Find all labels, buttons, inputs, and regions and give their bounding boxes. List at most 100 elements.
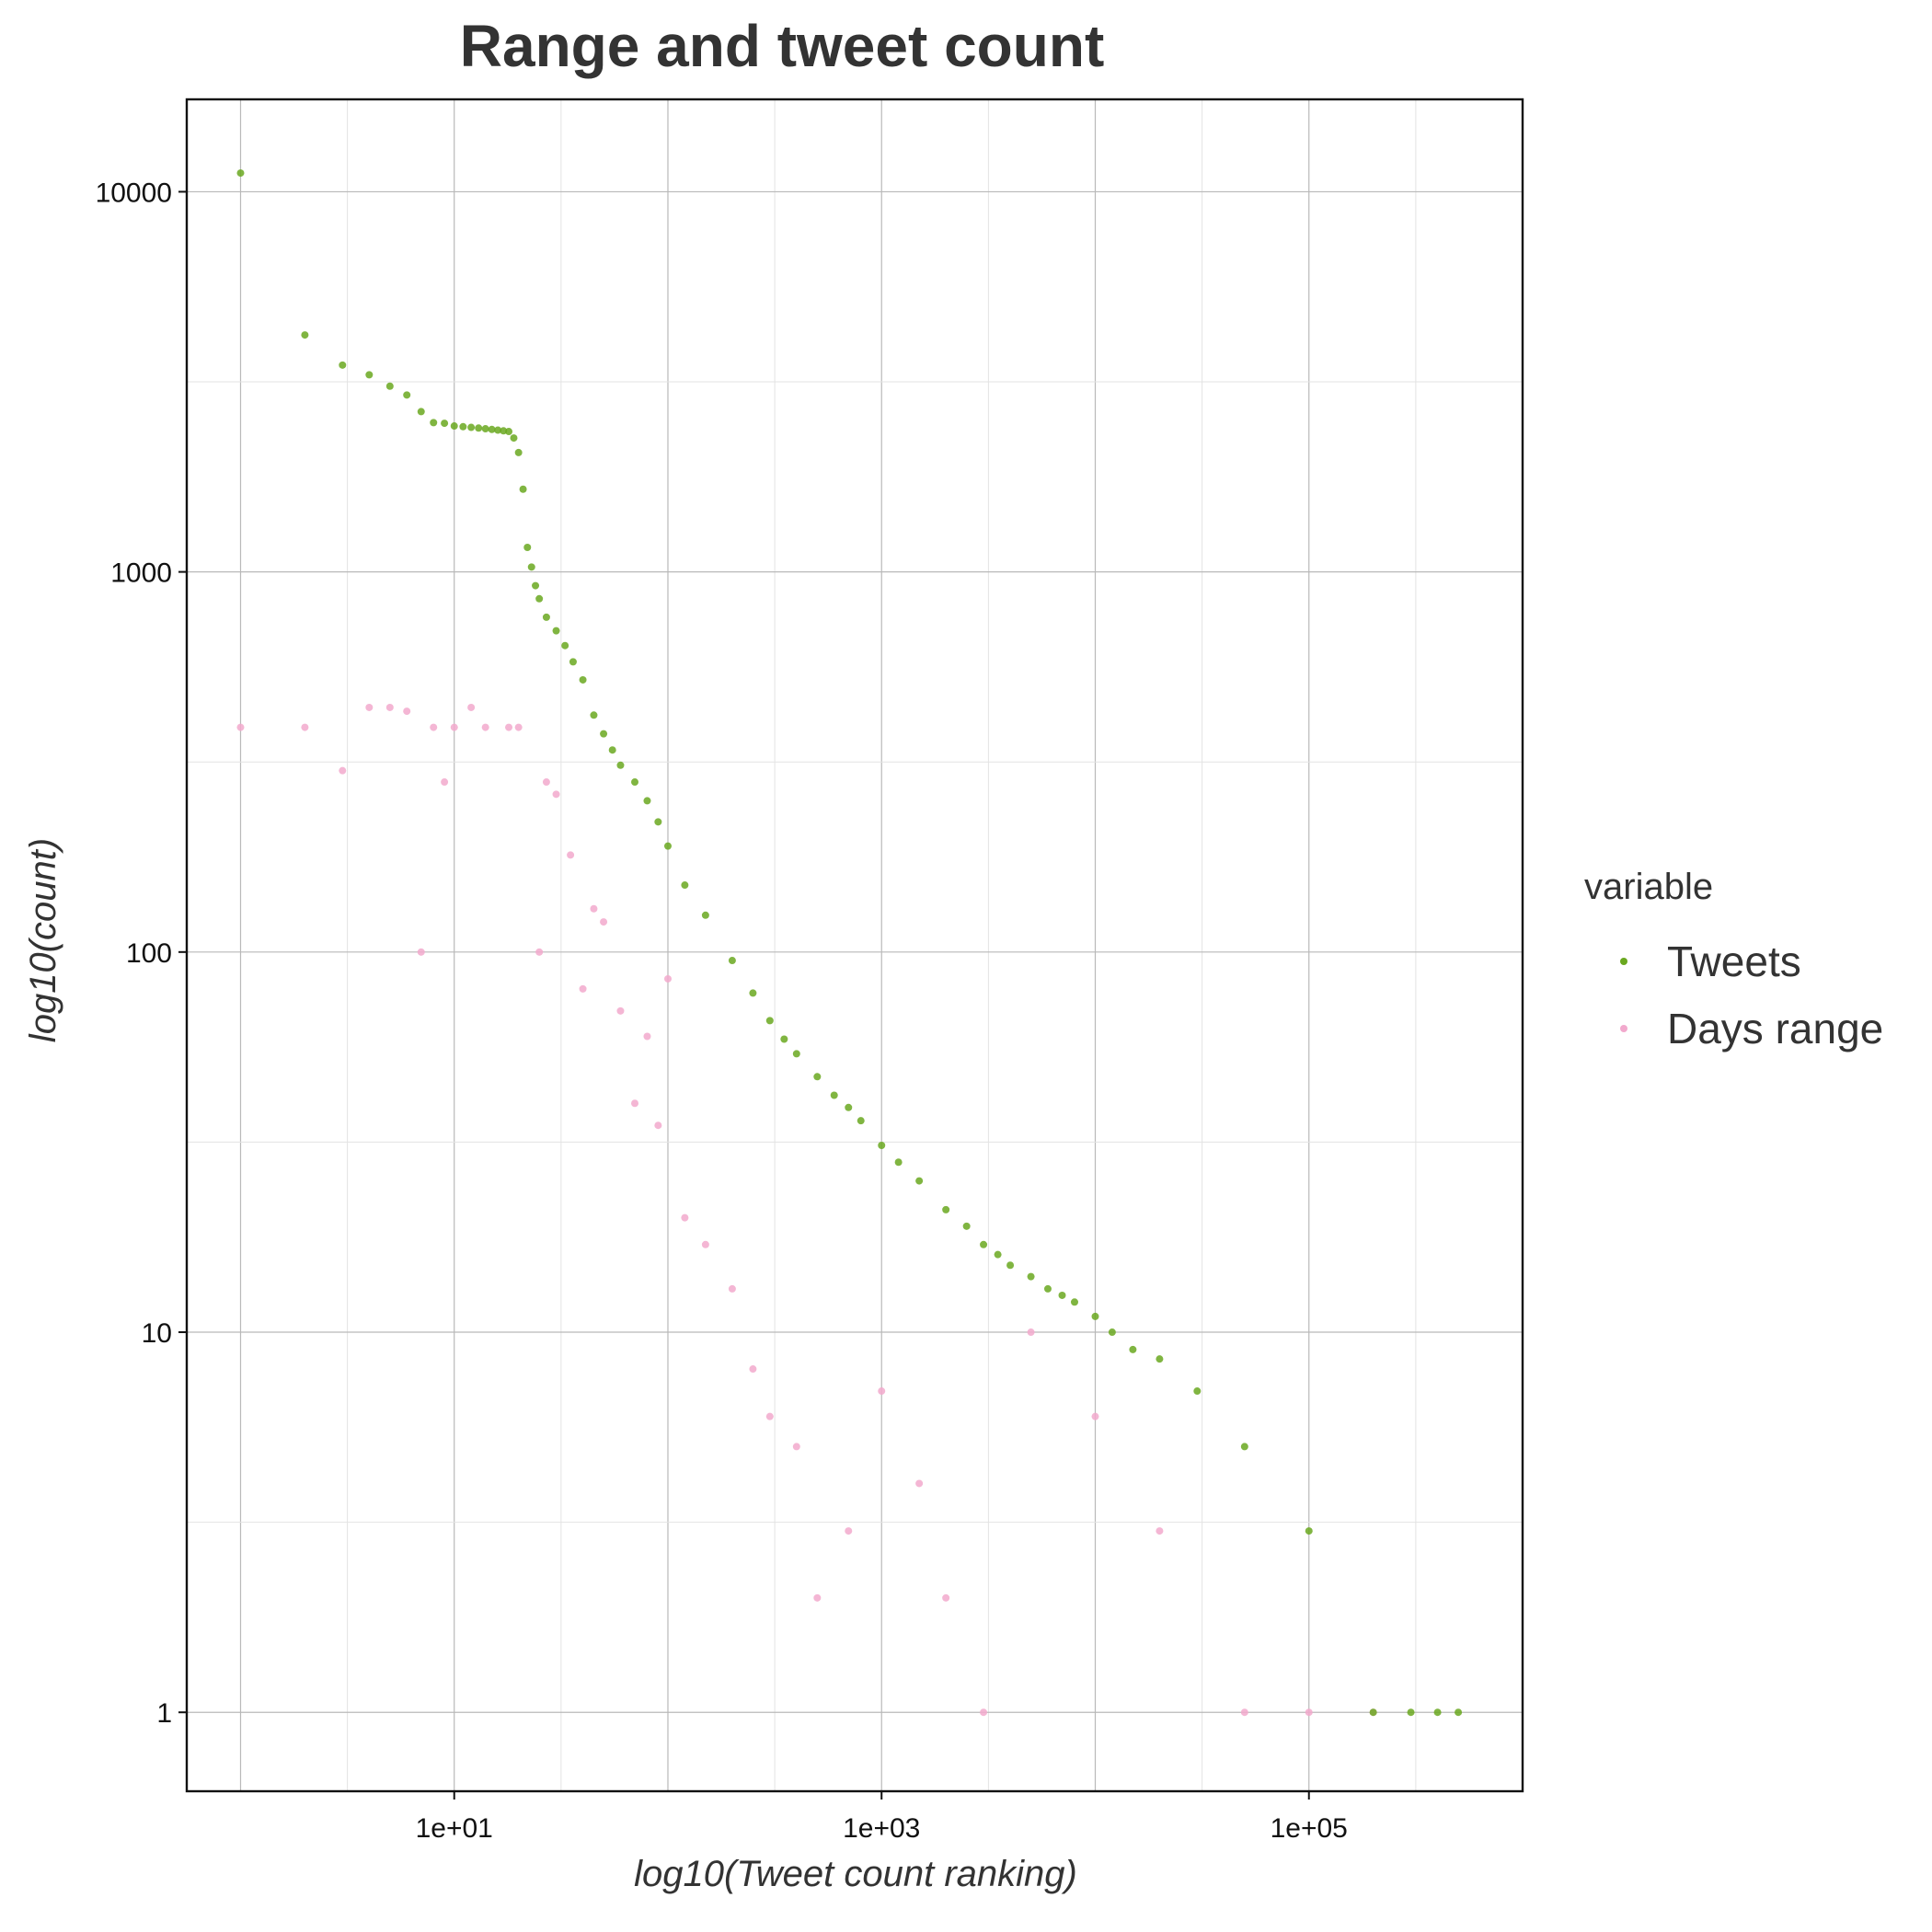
point-tweets [608, 746, 616, 754]
point-days-range [1240, 1708, 1248, 1717]
point-tweets [569, 658, 577, 666]
point-tweets [915, 1177, 924, 1185]
point-days-range [542, 778, 550, 787]
point-days-range [663, 974, 672, 983]
point-tweets [1407, 1708, 1415, 1717]
point-days-range [403, 707, 411, 716]
point-days-range [728, 1284, 736, 1293]
point-days-range [505, 723, 513, 731]
point-tweets [942, 1205, 950, 1213]
point-tweets [481, 425, 489, 433]
point-tweets [365, 371, 374, 379]
point-tweets [579, 675, 587, 684]
point-tweets [523, 543, 532, 551]
point-days-range [1156, 1527, 1164, 1535]
point-days-range [681, 1213, 689, 1222]
point-days-range [441, 778, 449, 787]
point-days-range [579, 984, 587, 993]
point-tweets [845, 1103, 853, 1111]
point-tweets [590, 711, 598, 719]
point-tweets [643, 797, 651, 805]
point-tweets [441, 420, 449, 428]
point-tweets [663, 842, 672, 850]
y-tick-label: 10 [142, 1318, 172, 1349]
plot-border [185, 98, 1524, 1793]
point-tweets [488, 425, 496, 433]
plot-background [187, 99, 1523, 1791]
legend-marker-days-range [1620, 1025, 1627, 1032]
legend: variable Tweets Days range [1584, 867, 1883, 1052]
point-days-range [749, 1365, 757, 1374]
point-days-range [701, 1240, 709, 1248]
point-tweets [600, 730, 608, 738]
point-tweets [1433, 1708, 1442, 1717]
point-tweets [1156, 1355, 1164, 1363]
y-tick-label: 100 [126, 938, 172, 969]
x-tick-label: 1e+05 [1271, 1813, 1348, 1844]
point-days-range [600, 918, 608, 926]
point-tweets [980, 1240, 988, 1248]
point-tweets [459, 422, 467, 431]
point-tweets [1070, 1298, 1078, 1306]
point-days-range [430, 723, 438, 731]
point-days-range [450, 723, 458, 731]
point-tweets [857, 1117, 865, 1125]
point-days-range [631, 1099, 639, 1108]
point-tweets [494, 426, 502, 434]
x-axis: 1e+01 1e+03 1e+05 [416, 1791, 1348, 1844]
point-days-range [942, 1593, 950, 1602]
legend-title: variable [1584, 867, 1713, 907]
y-axis-title: log10(count) [23, 838, 63, 1042]
point-tweets [681, 881, 689, 890]
point-days-range [616, 1006, 625, 1015]
point-tweets [654, 818, 662, 826]
point-tweets [830, 1091, 838, 1099]
point-tweets [1058, 1291, 1066, 1299]
point-tweets [1006, 1261, 1015, 1270]
point-tweets [1369, 1708, 1377, 1717]
point-days-range [567, 851, 575, 859]
point-tweets [505, 428, 513, 436]
y-tick-label: 10000 [96, 178, 172, 208]
point-tweets [1108, 1328, 1116, 1337]
point-tweets [1193, 1387, 1202, 1396]
point-tweets [765, 1017, 774, 1025]
point-tweets [475, 424, 483, 432]
point-tweets [1455, 1708, 1463, 1717]
point-days-range [878, 1387, 886, 1396]
point-tweets [878, 1141, 886, 1149]
point-days-range [643, 1032, 651, 1041]
point-tweets [450, 422, 458, 431]
point-tweets [1027, 1272, 1035, 1281]
point-days-range [535, 948, 544, 956]
point-tweets [514, 448, 523, 456]
point-days-range [765, 1412, 774, 1420]
point-days-range [792, 1443, 800, 1451]
point-days-range [514, 723, 523, 731]
point-tweets [403, 391, 411, 399]
point-tweets [813, 1073, 822, 1081]
point-tweets [542, 613, 550, 621]
point-tweets [792, 1050, 800, 1058]
legend-label-days-range: Days range [1667, 1005, 1883, 1052]
point-days-range [845, 1527, 853, 1535]
point-days-range [552, 790, 560, 799]
point-days-range [1027, 1328, 1035, 1337]
point-tweets [616, 761, 625, 769]
point-days-range [301, 723, 309, 731]
point-tweets [1129, 1345, 1137, 1353]
point-days-range [481, 723, 489, 731]
point-tweets [417, 408, 425, 416]
point-tweets [780, 1035, 788, 1043]
point-tweets [1043, 1284, 1052, 1293]
point-tweets [631, 778, 639, 787]
point-days-range [385, 703, 394, 711]
point-days-range [813, 1593, 822, 1602]
legend-label-tweets: Tweets [1667, 937, 1801, 985]
point-tweets [561, 641, 569, 650]
point-tweets [701, 911, 709, 919]
point-tweets [1091, 1312, 1099, 1320]
point-tweets [236, 169, 245, 178]
point-days-range [467, 703, 476, 711]
